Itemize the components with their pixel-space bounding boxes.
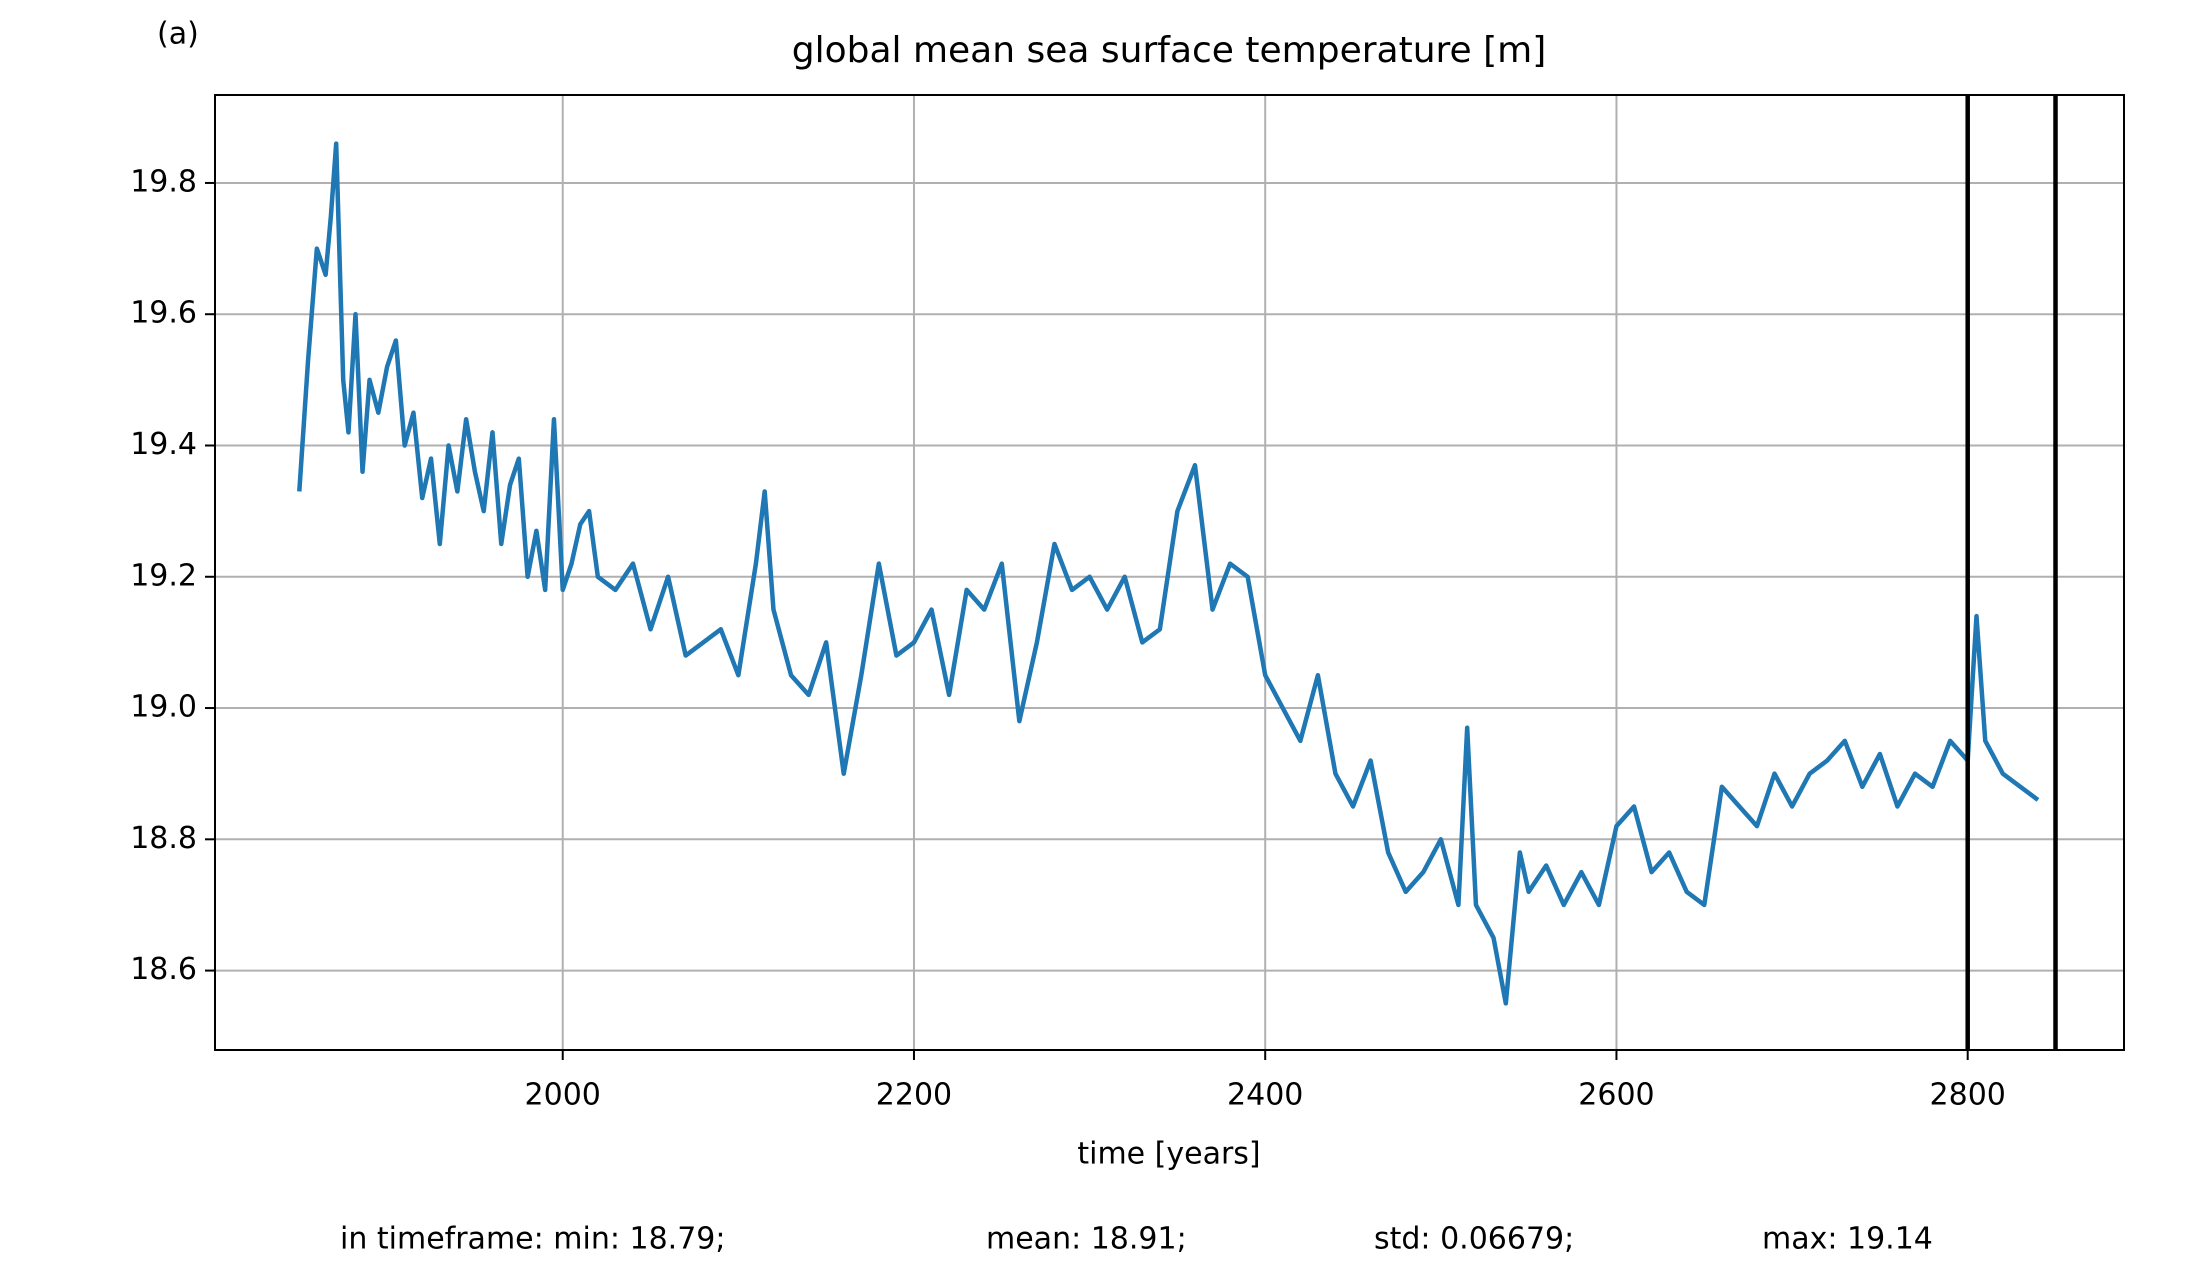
y-tick-label: 19.4 [130, 427, 197, 462]
footer-stat: mean: 18.91; [986, 1222, 1187, 1257]
x-tick-label: 2600 [1578, 1078, 1654, 1113]
x-axis-label: time [years] [1077, 1137, 1260, 1172]
y-tick-label: 19.0 [130, 690, 197, 725]
chart-title: global mean sea surface temperature [m] [792, 30, 1547, 71]
y-tick-label: 18.6 [130, 952, 197, 987]
footer-stat: max: 19.14 [1762, 1222, 1933, 1257]
x-tick-label: 2400 [1227, 1078, 1303, 1113]
y-tick-label: 19.6 [130, 296, 197, 331]
footer-stat: std: 0.06679; [1374, 1222, 1574, 1257]
x-tick-label: 2800 [1930, 1078, 2006, 1113]
plot-frame [214, 94, 2125, 1051]
y-tick-label: 18.8 [130, 821, 197, 856]
x-tick-label: 2200 [876, 1078, 952, 1113]
y-tick-label: 19.2 [130, 558, 197, 593]
panel-label: (a) [157, 17, 199, 52]
data-line [297, 141, 2040, 1006]
y-tick-label: 19.8 [130, 164, 197, 199]
footer-stat: in timeframe: min: 18.79; [340, 1222, 725, 1257]
x-tick-label: 2000 [525, 1078, 601, 1113]
